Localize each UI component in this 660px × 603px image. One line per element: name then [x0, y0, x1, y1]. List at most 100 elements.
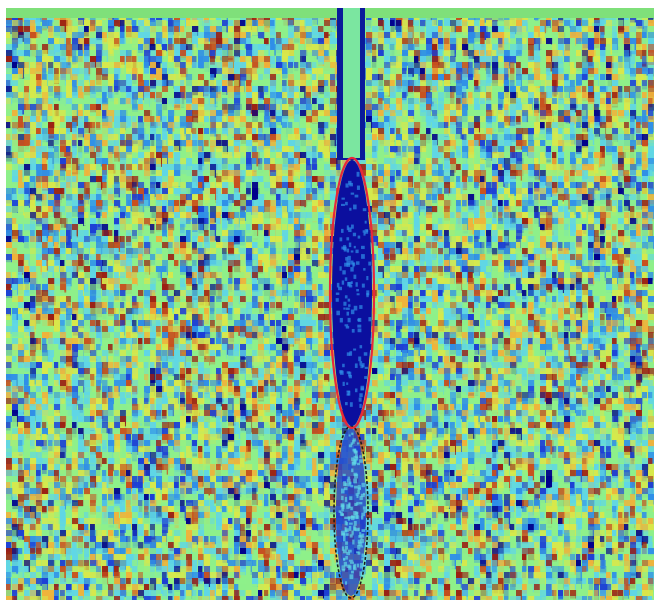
zone-speckle — [360, 364, 364, 369]
zone-speckle — [357, 318, 360, 322]
zone-speckle — [346, 552, 351, 556]
zone-speckle — [348, 227, 352, 233]
zone-speckle — [359, 495, 363, 500]
zone-speckle — [354, 388, 358, 393]
zone-speckle — [356, 515, 359, 519]
zone-speckle — [342, 363, 345, 368]
zone-speckle — [347, 317, 351, 323]
zone-speckle — [341, 495, 344, 501]
zone-speckle — [336, 282, 340, 288]
zone-speckle — [366, 290, 370, 296]
zone-speckle — [351, 329, 355, 333]
zone-speckle — [356, 185, 360, 190]
zone-speckle — [348, 284, 353, 288]
zone-speckle — [357, 527, 360, 532]
zone-speckle — [349, 351, 353, 356]
zone-speckle — [358, 356, 362, 362]
zone-speckle — [357, 442, 360, 445]
zone-speckle — [361, 245, 365, 250]
zone-speckle — [354, 459, 357, 463]
zone-speckle — [351, 224, 354, 229]
zone-speckle — [349, 574, 354, 580]
zone-speckle — [353, 245, 356, 249]
zone-speckle — [345, 201, 348, 206]
zone-speckle — [356, 551, 360, 554]
zone-speckle — [350, 260, 354, 265]
zone-speckle — [358, 502, 363, 505]
zone-speckle — [356, 501, 359, 505]
zone-speckle — [341, 197, 345, 200]
zone-speckle — [360, 545, 364, 548]
zone-speckle — [348, 559, 353, 562]
zone-speckle — [346, 522, 349, 526]
zone-speckle — [341, 246, 345, 250]
zone-speckle — [348, 434, 351, 437]
strain-field — [6, 8, 654, 600]
zone-speckle — [345, 556, 348, 560]
zone-speckle — [355, 493, 359, 496]
upper-process-zone-fill — [332, 160, 372, 426]
zone-speckle — [349, 496, 353, 501]
zone-speckle — [349, 561, 354, 564]
damage-zones — [328, 156, 376, 599]
zone-speckle — [361, 557, 365, 561]
zone-speckle — [361, 254, 365, 259]
zone-speckle — [352, 262, 355, 268]
zone-speckle — [351, 457, 355, 462]
zone-speckle — [350, 506, 353, 511]
zone-speckle — [350, 484, 354, 488]
zone-speckle — [353, 274, 357, 279]
zone-speckle — [344, 496, 348, 502]
zone-speckle — [359, 571, 363, 577]
zone-speckle — [339, 237, 343, 242]
zone-speckle — [351, 515, 355, 521]
zone-speckle — [361, 553, 365, 558]
zone-speckle — [336, 310, 340, 316]
zone-speckle — [348, 371, 352, 377]
zone-speckle — [346, 260, 351, 266]
zone-speckle — [349, 402, 353, 407]
zone-speckle — [345, 183, 349, 188]
zone-speckle — [350, 309, 355, 315]
zone-speckle — [348, 525, 352, 531]
zone-speckle — [357, 324, 362, 328]
zone-speckle — [361, 533, 365, 538]
zone-speckle — [341, 228, 344, 233]
zone-speckle — [335, 292, 340, 295]
zone-speckle — [344, 277, 348, 281]
zone-speckle — [344, 516, 348, 520]
zone-speckle — [345, 533, 349, 536]
zone-speckle — [344, 324, 349, 327]
zone-speckle — [360, 385, 365, 391]
zone-speckle — [354, 363, 358, 368]
zone-speckle — [348, 304, 351, 307]
zone-speckle — [341, 280, 345, 285]
zone-speckle — [347, 281, 352, 286]
zone-speckle — [353, 563, 357, 568]
zone-speckle — [341, 507, 344, 512]
zone-speckle — [360, 493, 365, 498]
zone-speckle — [356, 171, 360, 177]
zone-speckle — [368, 261, 372, 266]
zone-speckle — [357, 539, 361, 544]
zone-speckle — [346, 237, 350, 241]
zone-speckle — [356, 288, 359, 292]
zone-speckle — [354, 194, 359, 198]
zone-speckle — [342, 536, 346, 542]
zone-speckle — [353, 348, 357, 351]
zone-speckle — [348, 180, 352, 185]
zone-speckle — [348, 565, 352, 570]
zone-speckle — [344, 295, 348, 299]
zone-speckle — [349, 534, 353, 538]
zone-speckle — [339, 370, 343, 374]
zone-speckle — [342, 381, 345, 387]
zone-speckle — [350, 442, 353, 446]
zone-speckle — [348, 502, 351, 507]
zone-speckle — [357, 328, 362, 333]
zone-speckle — [350, 281, 353, 284]
zone-speckle — [355, 261, 360, 265]
zone-speckle — [340, 503, 345, 508]
zone-speckle — [359, 455, 362, 459]
zone-speckle — [348, 242, 352, 248]
